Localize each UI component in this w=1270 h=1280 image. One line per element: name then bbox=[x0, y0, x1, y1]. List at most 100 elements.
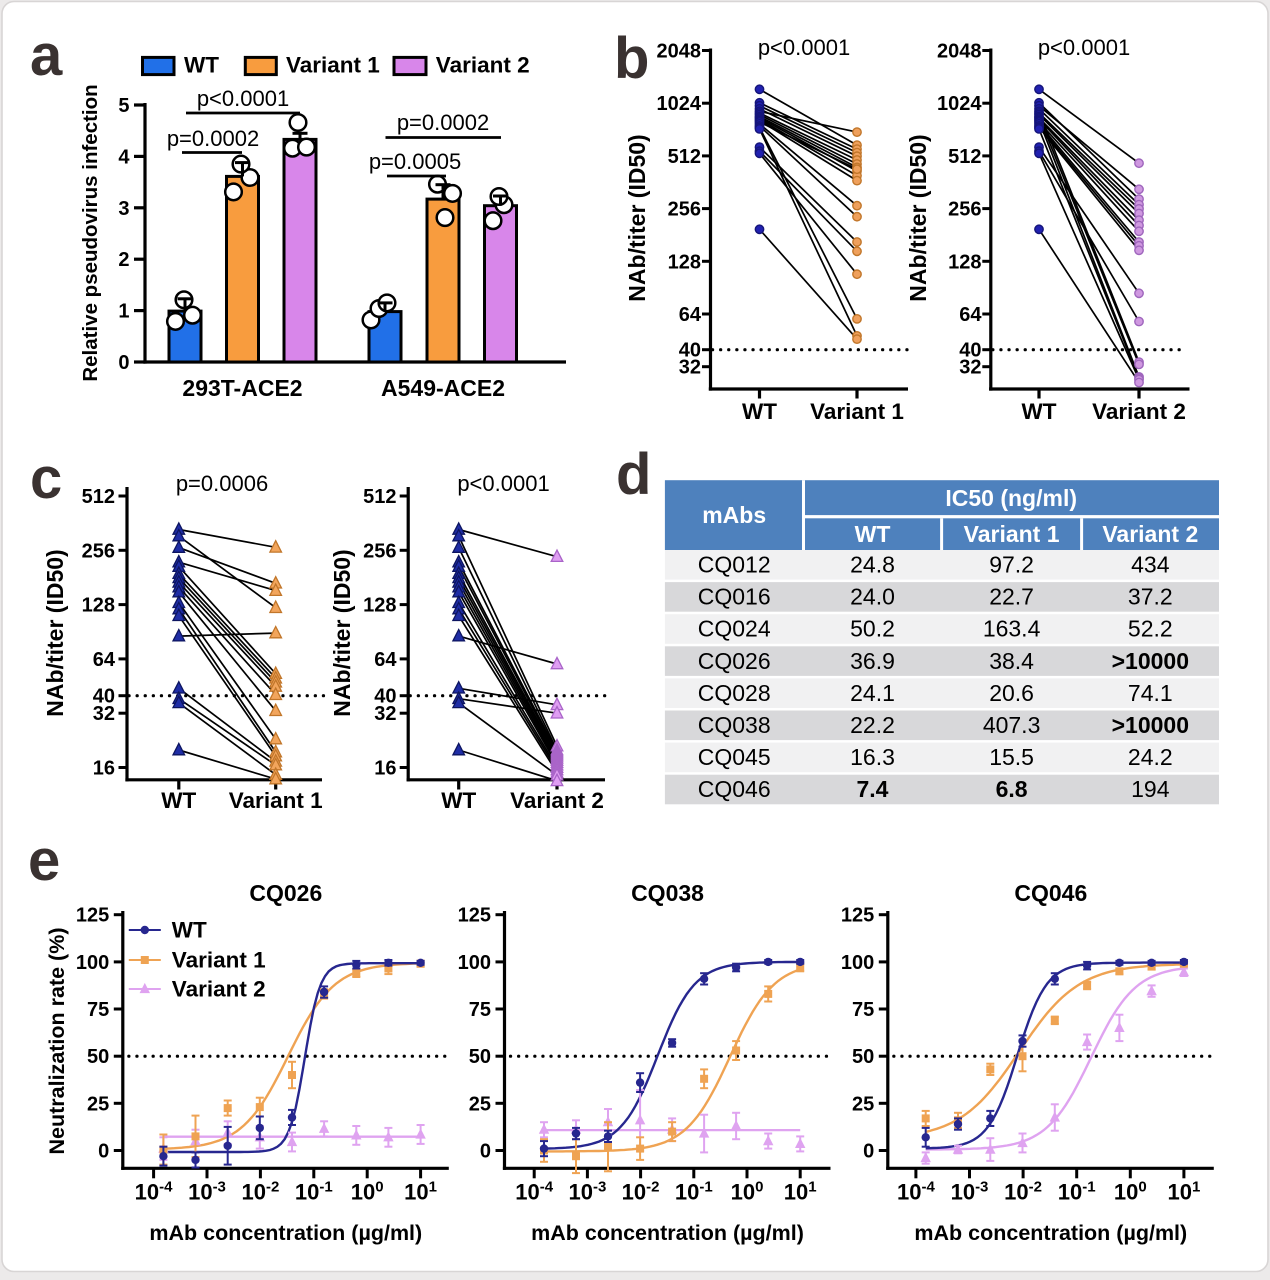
svg-text:IC50 (ng/ml): IC50 (ng/ml) bbox=[945, 485, 1077, 511]
svg-text:0: 0 bbox=[98, 1141, 109, 1163]
svg-text:100: 100 bbox=[76, 952, 109, 974]
svg-text:16: 16 bbox=[93, 758, 115, 780]
svg-text:0: 0 bbox=[863, 1141, 874, 1163]
svg-text:64: 64 bbox=[374, 649, 397, 671]
svg-text:1024: 1024 bbox=[937, 93, 982, 115]
svg-text:p=0.0002: p=0.0002 bbox=[167, 126, 259, 151]
svg-text:Variant 2: Variant 2 bbox=[172, 977, 266, 1002]
svg-text:6.8: 6.8 bbox=[996, 776, 1028, 802]
svg-text:p<0.0001: p<0.0001 bbox=[1038, 35, 1130, 60]
svg-text:p=0.0002: p=0.0002 bbox=[397, 110, 489, 135]
svg-text:5: 5 bbox=[118, 95, 129, 117]
svg-text:Variant 2: Variant 2 bbox=[1092, 399, 1186, 424]
svg-text:CQ038: CQ038 bbox=[631, 880, 704, 906]
svg-text:4: 4 bbox=[118, 146, 130, 168]
svg-text:128: 128 bbox=[363, 595, 396, 617]
svg-text:32: 32 bbox=[93, 703, 115, 725]
svg-text:NAb/titer (ID50): NAb/titer (ID50) bbox=[905, 134, 931, 301]
svg-text:WT: WT bbox=[441, 788, 476, 813]
svg-text:Relative pseudovirus infection: Relative pseudovirus infection bbox=[79, 84, 102, 381]
svg-text:128: 128 bbox=[668, 251, 701, 273]
svg-text:16: 16 bbox=[374, 758, 396, 780]
svg-text:32: 32 bbox=[374, 703, 396, 725]
svg-text:0: 0 bbox=[118, 352, 129, 374]
svg-text:p<0.0001: p<0.0001 bbox=[457, 471, 549, 496]
svg-text:100: 100 bbox=[841, 952, 874, 974]
svg-text:NAb/titer (ID50): NAb/titer (ID50) bbox=[42, 549, 68, 716]
svg-text:b: b bbox=[614, 26, 649, 91]
svg-text:75: 75 bbox=[87, 999, 109, 1021]
svg-text:NAb/titer (ID50): NAb/titer (ID50) bbox=[624, 134, 650, 301]
svg-text:c: c bbox=[30, 446, 62, 511]
svg-text:256: 256 bbox=[948, 199, 981, 221]
svg-text:mAbs: mAbs bbox=[702, 502, 766, 528]
svg-text:Variant 2: Variant 2 bbox=[436, 53, 530, 78]
svg-text:NAb/titer (ID50): NAb/titer (ID50) bbox=[329, 549, 355, 716]
svg-text:WT: WT bbox=[161, 788, 196, 813]
svg-text:50: 50 bbox=[87, 1046, 109, 1068]
svg-text:7.4: 7.4 bbox=[857, 776, 889, 802]
svg-text:Variant 2: Variant 2 bbox=[510, 788, 604, 813]
svg-text:3: 3 bbox=[118, 198, 129, 220]
svg-text:52.2: 52.2 bbox=[1128, 616, 1173, 642]
svg-text:10-4: 10-4 bbox=[135, 1178, 173, 1204]
svg-text:64: 64 bbox=[93, 649, 116, 671]
svg-text:CQ016: CQ016 bbox=[698, 584, 771, 610]
svg-text:1024: 1024 bbox=[657, 93, 702, 115]
svg-text:75: 75 bbox=[469, 999, 491, 1021]
svg-text:38.4: 38.4 bbox=[989, 648, 1034, 674]
svg-text:CQ012: CQ012 bbox=[698, 552, 771, 578]
svg-text:256: 256 bbox=[82, 540, 115, 562]
svg-text:50.2: 50.2 bbox=[850, 616, 895, 642]
svg-text:40: 40 bbox=[679, 340, 701, 362]
svg-text:A549-ACE2: A549-ACE2 bbox=[381, 375, 505, 401]
svg-text:125: 125 bbox=[76, 905, 109, 927]
svg-text:CQ028: CQ028 bbox=[698, 680, 771, 706]
svg-text:10-3: 10-3 bbox=[951, 1178, 989, 1204]
svg-text:36.9: 36.9 bbox=[850, 648, 895, 674]
svg-text:10-3: 10-3 bbox=[188, 1178, 226, 1204]
svg-text:24.1: 24.1 bbox=[850, 680, 895, 706]
svg-text:p<0.0001: p<0.0001 bbox=[758, 35, 850, 60]
svg-text:Variant 2: Variant 2 bbox=[1102, 521, 1198, 547]
svg-text:40: 40 bbox=[374, 686, 396, 708]
svg-text:CQ024: CQ024 bbox=[698, 616, 771, 642]
svg-text:32: 32 bbox=[679, 357, 701, 379]
svg-text:128: 128 bbox=[948, 251, 981, 273]
svg-text:75: 75 bbox=[852, 999, 874, 1021]
svg-text:2048: 2048 bbox=[937, 41, 982, 63]
svg-text:25: 25 bbox=[852, 1093, 874, 1115]
svg-text:Variant 1: Variant 1 bbox=[964, 521, 1060, 547]
svg-text:a: a bbox=[30, 23, 63, 88]
svg-text:100: 100 bbox=[731, 1178, 764, 1204]
svg-text:WT: WT bbox=[1022, 399, 1057, 424]
svg-text:WT: WT bbox=[855, 521, 891, 547]
svg-text:512: 512 bbox=[668, 146, 701, 168]
svg-text:1: 1 bbox=[118, 301, 129, 323]
svg-text:256: 256 bbox=[363, 540, 396, 562]
svg-text:256: 256 bbox=[668, 199, 701, 221]
svg-text:40: 40 bbox=[959, 340, 981, 362]
svg-text:74.1: 74.1 bbox=[1128, 680, 1173, 706]
svg-text:50: 50 bbox=[852, 1046, 874, 1068]
svg-text:2: 2 bbox=[118, 249, 129, 271]
svg-text:d: d bbox=[616, 442, 651, 507]
svg-text:64: 64 bbox=[959, 304, 982, 326]
svg-text:p<0.0001: p<0.0001 bbox=[197, 86, 289, 111]
svg-text:mAb concentration (µg/ml): mAb concentration (µg/ml) bbox=[531, 1221, 804, 1245]
svg-text:CQ026: CQ026 bbox=[698, 648, 771, 674]
svg-text:Neutralization rate (%): Neutralization rate (%) bbox=[45, 928, 69, 1155]
svg-text:50: 50 bbox=[469, 1046, 491, 1068]
svg-text:Variant 1: Variant 1 bbox=[229, 788, 323, 813]
svg-text:CQ038: CQ038 bbox=[698, 712, 771, 738]
svg-text:24.0: 24.0 bbox=[850, 584, 895, 610]
svg-text:0: 0 bbox=[480, 1141, 491, 1163]
svg-text:>10000: >10000 bbox=[1112, 648, 1189, 674]
svg-text:512: 512 bbox=[82, 486, 115, 508]
svg-text:WT: WT bbox=[172, 918, 207, 943]
svg-text:>10000: >10000 bbox=[1112, 712, 1189, 738]
svg-text:CQ046: CQ046 bbox=[1014, 880, 1087, 906]
svg-text:24.2: 24.2 bbox=[1128, 744, 1173, 770]
svg-text:194: 194 bbox=[1131, 776, 1170, 802]
svg-text:CQ026: CQ026 bbox=[249, 880, 322, 906]
